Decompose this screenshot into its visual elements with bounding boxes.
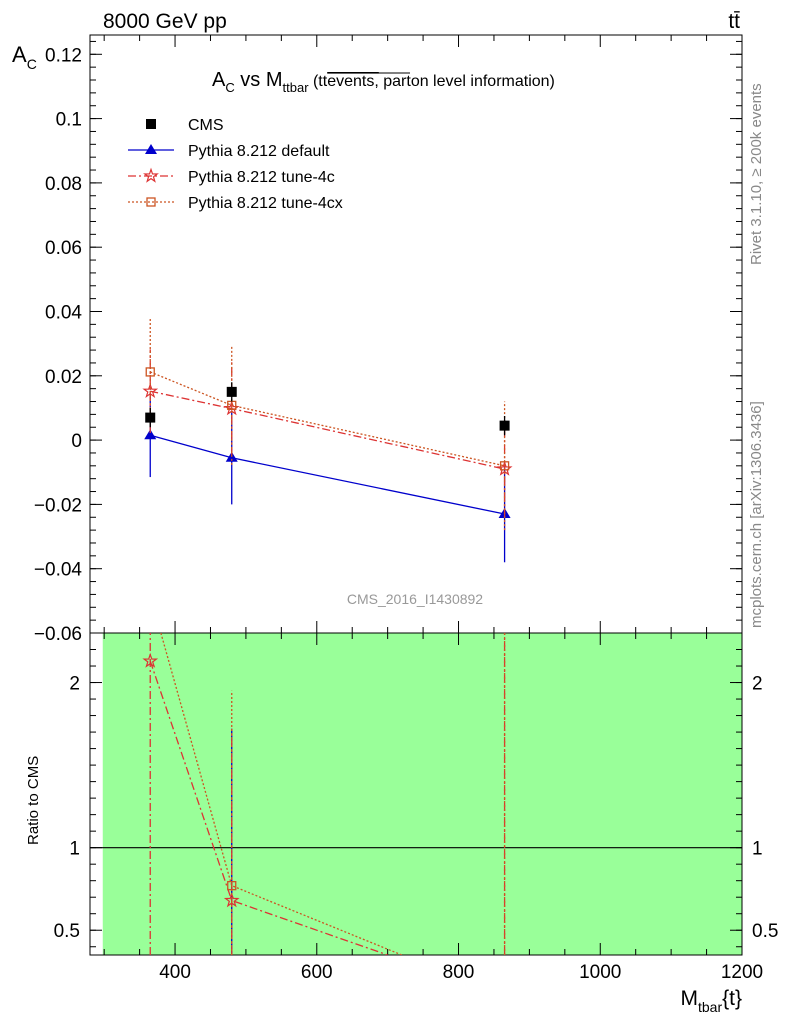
ratio-y-axis-label: Ratio to CMS xyxy=(25,756,42,845)
series-line xyxy=(150,390,505,470)
legend-entry: Pythia 8.212 default xyxy=(128,143,330,160)
process-label: tt̄ xyxy=(728,10,740,33)
x-tick-label: 1200 xyxy=(721,962,763,983)
y-tick-label: 0.02 xyxy=(45,367,82,388)
rivet-label: Rivet 3.1.10, ≥ 200k events xyxy=(748,83,765,265)
mcplots-label: mcplots.cern.ch [arXiv:1306.3436] xyxy=(748,401,765,628)
series-pythia-8-212-tune-4c xyxy=(142,349,513,518)
series-cms xyxy=(145,382,510,436)
ratio-axis-ticks: 0.5 0.5 1 1 2 2 400 600 800 1000 1200 xyxy=(54,633,778,983)
x-tick-label: 800 xyxy=(443,962,475,983)
data-point xyxy=(499,461,510,471)
legend-marker xyxy=(146,119,156,129)
y-tick-label: 0 xyxy=(71,431,82,452)
ratio-data-layer xyxy=(142,633,506,955)
ratio-y-tick-label-right: 2 xyxy=(752,674,763,695)
ratio-uncertainty-band xyxy=(102,633,742,955)
legend-label: CMS xyxy=(188,117,224,134)
main-plot-title: AC vs Mttbar (ttevents, parton level inf… xyxy=(212,69,555,95)
data-point xyxy=(142,382,159,399)
data-point xyxy=(226,386,237,397)
data-point xyxy=(144,429,157,440)
ratio-y-tick-label-left: 0.5 xyxy=(54,921,80,942)
legend-entry: CMS xyxy=(146,117,224,134)
y-tick-label: 0.1 xyxy=(56,110,82,131)
ratio-series-line xyxy=(160,633,403,955)
ratio-plot-frame xyxy=(89,632,743,956)
y-tick-label: 0.04 xyxy=(45,302,82,323)
ratio-y-tick-label-left: 2 xyxy=(69,674,80,695)
data-point xyxy=(499,420,510,431)
main-axis-ticks: −0.04 −0.02 0 0.02 0.04 0.06 0.08 0.1 0.12 −0.06 xyxy=(34,35,743,645)
x-tick-label: 1000 xyxy=(579,962,621,983)
legend-marker xyxy=(146,197,156,207)
legend-entry: Pythia 8.212 tune-4cx xyxy=(128,195,343,212)
x-tick-label: 600 xyxy=(301,962,333,983)
legend-entry: Pythia 8.212 tune-4c xyxy=(128,167,335,186)
data-point xyxy=(145,367,155,377)
ratio-band-layer xyxy=(90,633,742,955)
series-line xyxy=(150,434,505,515)
ratio-series-pythia-8-212-tune-4cx xyxy=(160,633,506,955)
main-data-layer xyxy=(142,318,513,563)
data-point xyxy=(145,412,156,423)
y-tick-label: −0.02 xyxy=(34,495,82,516)
y-tick-label: −0.04 xyxy=(34,560,83,581)
analysis-watermark: CMS_2016_I1430892 xyxy=(347,591,483,607)
ratio-series-line xyxy=(149,660,388,955)
y-tick-label: 0.06 xyxy=(45,238,82,259)
y-tick-label: 0.08 xyxy=(45,174,82,195)
ratio-data-point xyxy=(142,652,159,668)
ratio-y-tick-label-right: 0.5 xyxy=(752,921,778,942)
legend-label: Pythia 8.212 default xyxy=(188,143,330,160)
y-tick-label: 0.12 xyxy=(45,45,82,66)
ratio-data-point xyxy=(227,880,237,891)
series-pythia-8-212-default xyxy=(144,393,511,563)
ratio-y-tick-label-left: 1 xyxy=(69,839,80,860)
x-axis-label: Mtbar{t} xyxy=(681,987,743,1015)
series-line xyxy=(149,371,505,467)
legend: CMS Pythia 8.212 default Pythia 8.212 tune… xyxy=(128,117,343,212)
main-y-axis-label: AC xyxy=(12,42,37,72)
energy-label: 8000 GeV pp xyxy=(103,10,227,33)
y-tick-label-cut: −0.06 xyxy=(34,624,82,645)
x-tick-label: 400 xyxy=(159,962,191,983)
ratio-data-point xyxy=(223,892,240,908)
series-pythia-8-212-tune-4cx xyxy=(145,318,510,531)
legend-label: Pythia 8.212 tune-4cx xyxy=(188,195,343,212)
legend-marker xyxy=(145,144,157,154)
ratio-y-tick-label-right: 1 xyxy=(752,839,763,860)
legend-label: Pythia 8.212 tune-4c xyxy=(188,169,335,186)
legend-marker xyxy=(143,167,159,183)
